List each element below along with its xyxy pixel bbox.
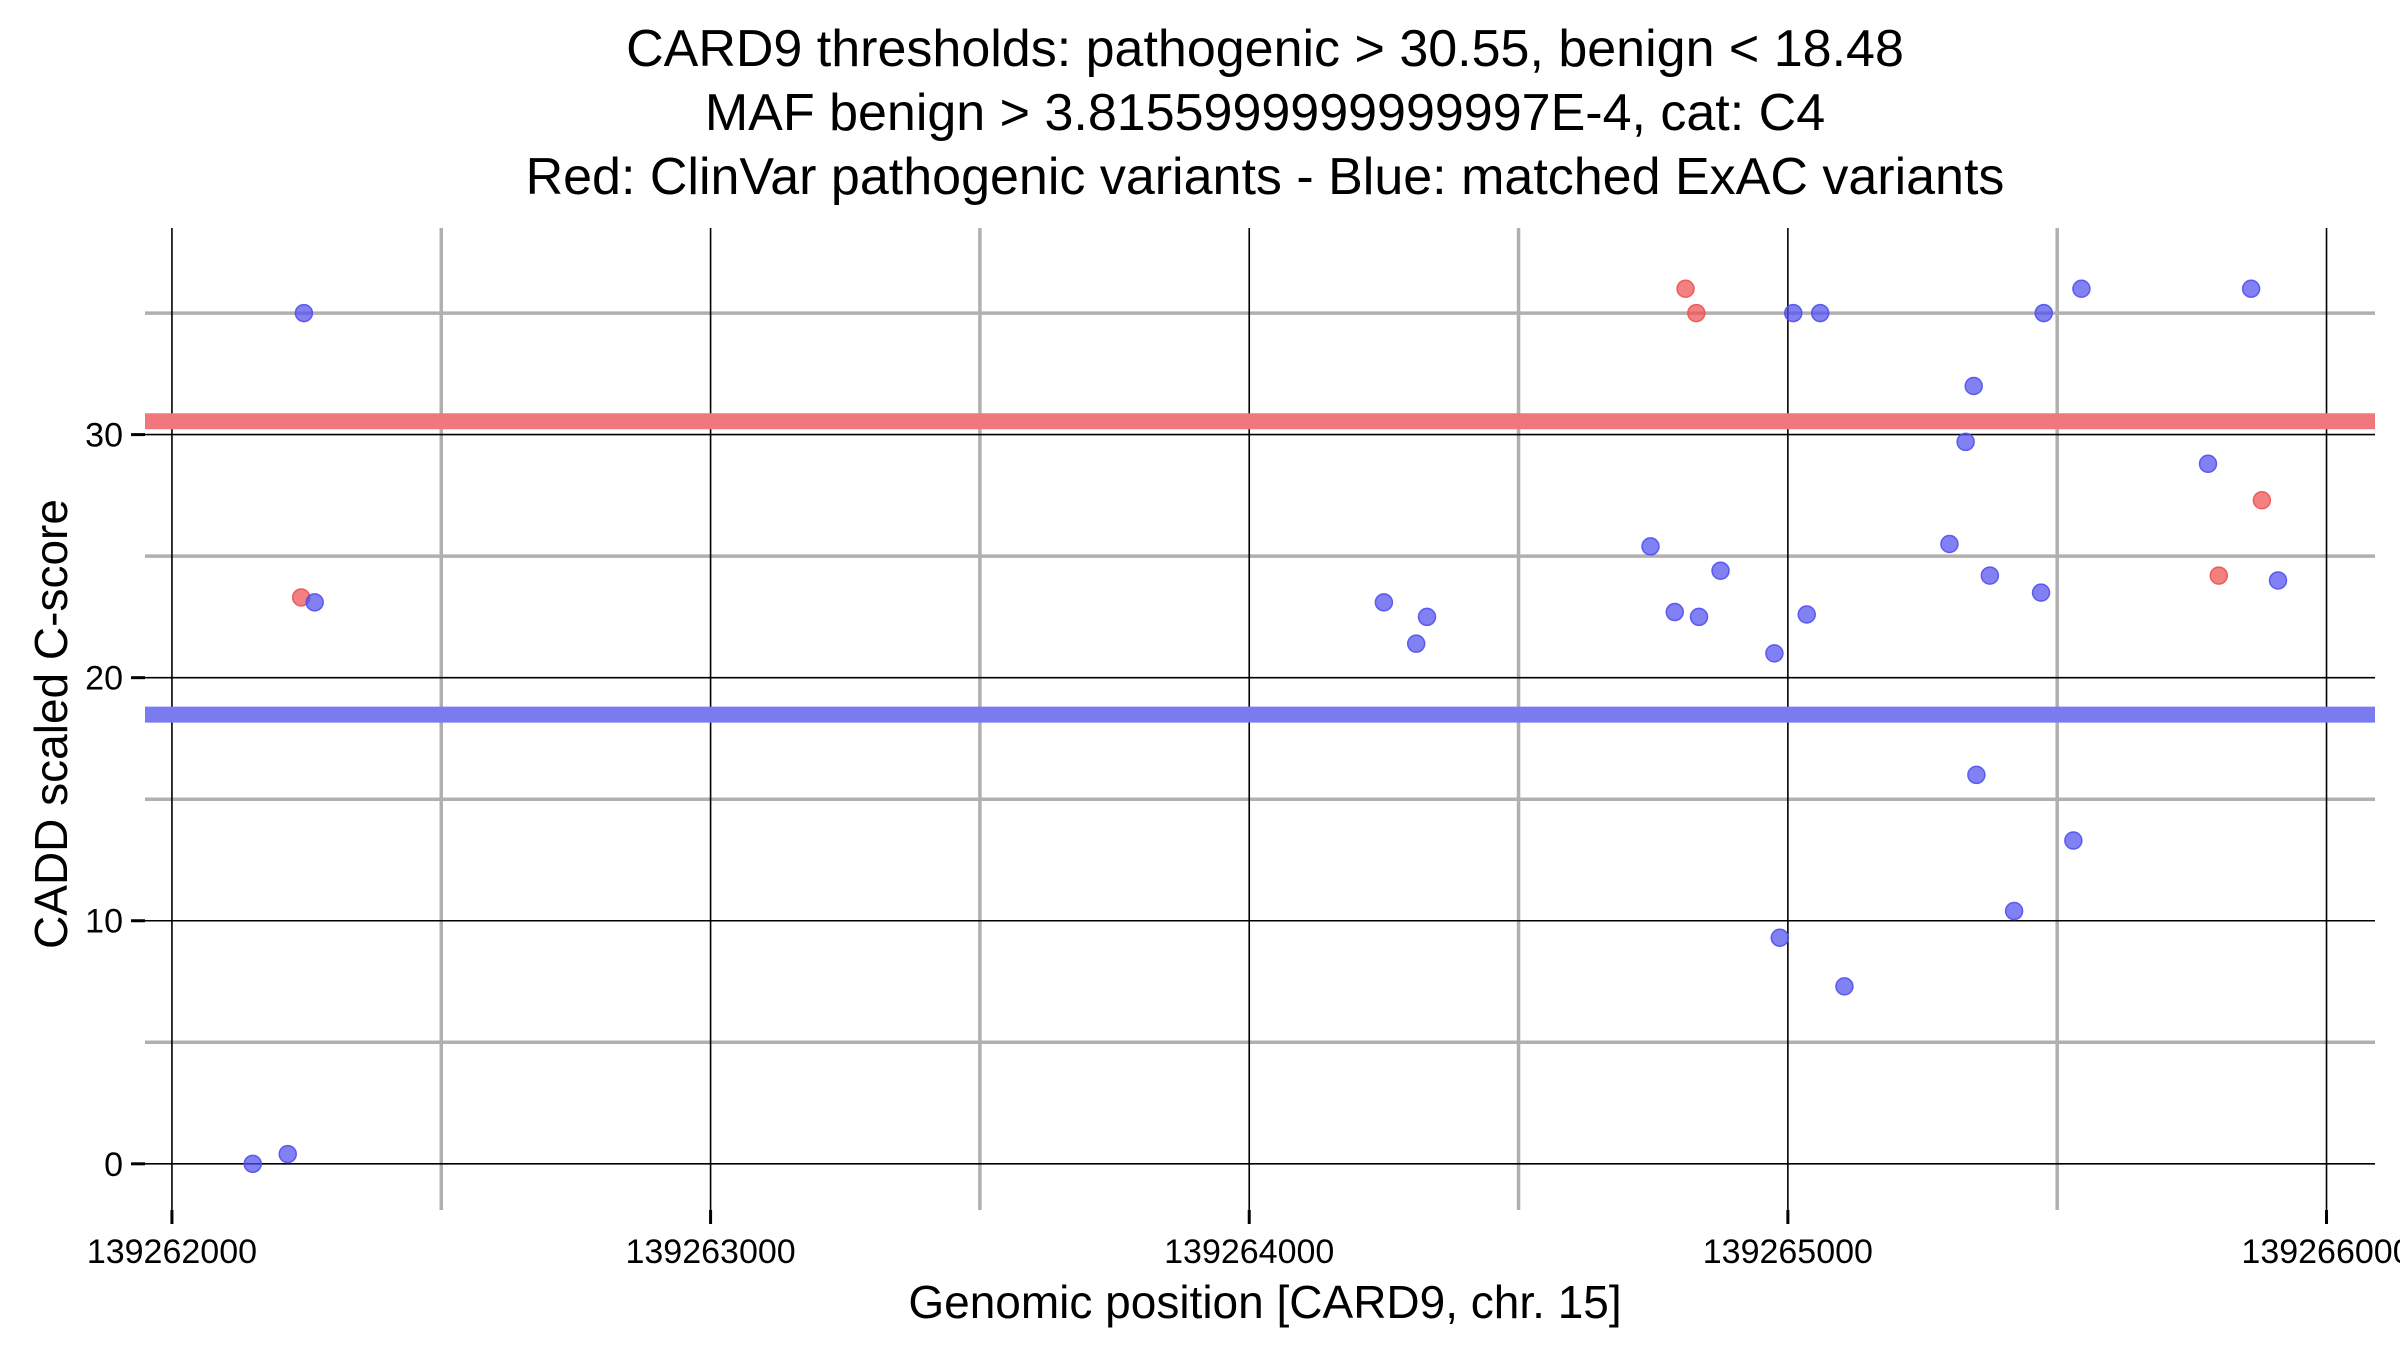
exac-variant-point	[1770, 928, 1790, 948]
exac-variant-point	[2031, 583, 2051, 602]
exac-variant-point	[1810, 303, 1830, 323]
exac-variant-point	[1374, 593, 1394, 612]
exac-variant-point	[294, 303, 314, 323]
exac-variant-point	[1967, 765, 1986, 785]
y-tick-label: 0	[104, 1146, 123, 1184]
exac-variant-point	[1964, 376, 1983, 396]
exac-variant-point	[2064, 831, 2083, 850]
chart-title-line-1: CARD9 thresholds: pathogenic > 30.55, be…	[626, 20, 1904, 78]
exac-variant-point	[1797, 605, 1816, 624]
exac-variant-point	[1665, 602, 1685, 622]
chart-title-line-3: Red: ClinVar pathogenic variants - Blue:…	[526, 148, 2005, 206]
x-tick-label: 139264000	[1164, 1233, 1334, 1271]
exac-variant-point	[2268, 571, 2288, 590]
exac-variant-point	[1940, 534, 1959, 554]
y-tick-label: 30	[85, 417, 123, 455]
exac-variant-point	[2072, 279, 2091, 299]
chart-title-line-2: MAF benign > 3.8155999999999997E-4, cat:…	[705, 84, 1825, 142]
exac-variant-point	[2198, 454, 2218, 474]
threshold-lines	[145, 413, 2375, 723]
y-tick-label: 20	[85, 660, 123, 698]
exac-variant-point	[1417, 607, 1437, 627]
clinvar-pathogenic-point	[2252, 490, 2272, 510]
exac-variant-point	[243, 1154, 262, 1174]
exac-variant-point	[1765, 644, 1784, 663]
x-tick-label: 139266000	[2241, 1233, 2400, 1271]
exac-variant-point	[2034, 303, 2053, 323]
exac-variant-point	[1784, 303, 1803, 323]
data-points	[243, 279, 2288, 1174]
exac-variant-point	[1711, 561, 1730, 580]
exac-variant-point	[2241, 279, 2261, 299]
exac-variant-point	[1980, 566, 2000, 585]
exac-variant-point	[1641, 537, 1660, 556]
clinvar-pathogenic-point	[2209, 566, 2229, 585]
y-axis-title: CADD scaled C-score	[25, 499, 77, 949]
clinvar-pathogenic-point	[1687, 303, 1706, 323]
axes: 139262000 139263000 139264000 139265000 1392…	[85, 417, 2400, 1271]
exac-variant-point	[305, 593, 324, 612]
x-tick-label: 139263000	[625, 1233, 795, 1271]
exac-variant-point	[1835, 977, 1854, 996]
exac-variant-point	[1406, 634, 1426, 653]
exac-variant-point	[278, 1144, 297, 1164]
x-tick-label: 139265000	[1703, 1233, 1873, 1271]
exac-variant-point	[1956, 432, 1975, 452]
exac-variant-point	[2004, 901, 2024, 921]
y-tick-label: 10	[85, 903, 123, 941]
x-axis-title: Genomic position [CARD9, chr. 15]	[908, 1276, 1621, 1328]
exac-variant-point	[1689, 607, 1709, 627]
x-tick-label: 139262000	[87, 1233, 257, 1271]
clinvar-pathogenic-point	[1676, 279, 1695, 299]
